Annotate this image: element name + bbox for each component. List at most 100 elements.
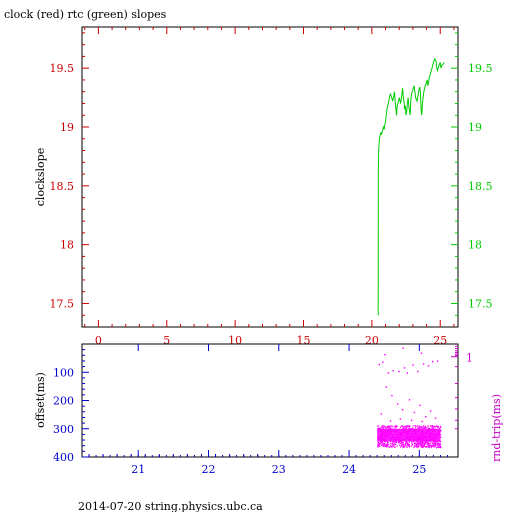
round-trip-point — [417, 427, 419, 429]
round-trip-outlier-point — [422, 363, 425, 365]
top-x-tick-label: 10 — [228, 334, 242, 347]
round-trip-point — [415, 443, 417, 445]
round-trip-point — [439, 442, 441, 444]
round-trip-point — [424, 443, 426, 445]
round-trip-point — [425, 426, 428, 429]
round-trip-point — [382, 445, 384, 447]
round-trip-point — [408, 446, 411, 448]
round-trip-point — [424, 425, 426, 427]
round-trip-point — [412, 425, 415, 427]
round-trip-point — [395, 441, 397, 443]
round-trip-point — [407, 425, 409, 428]
round-trip-point — [439, 430, 442, 432]
round-trip-point — [384, 445, 386, 447]
round-trip-point — [431, 426, 433, 428]
round-trip-point — [431, 445, 433, 447]
round-trip-band-core — [377, 428, 441, 442]
round-trip-point — [380, 426, 382, 428]
top-plot-frame — [81, 26, 459, 328]
round-trip-point — [385, 446, 387, 448]
round-trip-point — [405, 425, 407, 427]
round-trip-point — [440, 426, 442, 428]
round-trip-point — [419, 442, 421, 445]
round-trip-outlier-point — [382, 361, 384, 363]
round-trip-point — [434, 426, 436, 428]
round-trip-point — [388, 446, 390, 448]
round-trip-point — [387, 444, 389, 446]
round-trip-point — [427, 425, 429, 427]
round-trip-point — [427, 446, 429, 448]
round-trip-point — [384, 441, 386, 443]
round-trip-point — [428, 443, 430, 445]
round-trip-point — [381, 443, 383, 445]
round-trip-point — [392, 441, 394, 443]
round-trip-point — [431, 443, 434, 445]
round-trip-point — [380, 441, 382, 443]
round-trip-point — [406, 425, 408, 427]
round-trip-point — [427, 444, 429, 446]
round-trip-point — [408, 426, 410, 428]
round-trip-outlier-point — [385, 386, 387, 388]
round-trip-point — [420, 446, 423, 448]
round-trip-point — [417, 425, 419, 427]
round-trip-point — [422, 441, 424, 444]
bottom-panel: offset(ms) rnd-trip(ms) 21 22 23 24 25 100 200… — [34, 343, 503, 476]
round-trip-point — [402, 442, 404, 444]
round-trip-point — [423, 428, 425, 430]
round-trip-point — [406, 446, 408, 448]
round-trip-point — [408, 445, 410, 447]
round-trip-point — [424, 427, 426, 430]
top-y-tick-label-left: 19 — [60, 121, 74, 134]
round-trip-point — [419, 441, 421, 443]
round-trip-point — [423, 442, 425, 444]
round-trip-outlier-point — [436, 360, 439, 362]
round-trip-point — [401, 444, 403, 446]
round-trip-point — [417, 445, 419, 447]
round-trip-point — [407, 443, 409, 445]
round-trip-point — [402, 445, 404, 447]
round-trip-outlier-point — [429, 410, 432, 412]
round-trip-point — [440, 446, 442, 448]
round-trip-point — [401, 425, 403, 427]
bottom-y-tick-label: 100 — [53, 366, 74, 379]
round-trip-point — [436, 447, 438, 449]
round-trip-outlier-point — [401, 409, 404, 411]
round-trip-point — [392, 426, 394, 428]
round-trip-point — [380, 442, 382, 444]
round-trip-point — [432, 444, 434, 446]
top-x-tick-label: 20 — [365, 334, 379, 347]
round-trip-point — [425, 443, 427, 445]
round-trip-point — [420, 441, 422, 443]
round-trip-point — [408, 427, 410, 429]
round-trip-point — [415, 427, 417, 429]
round-trip-point — [414, 446, 416, 448]
round-trip-point — [439, 447, 441, 449]
round-trip-point — [394, 446, 396, 448]
round-trip-point — [417, 442, 419, 444]
top-y-tick-label-right: 17.5 — [468, 297, 493, 310]
top-y-tick-label-right: 19.5 — [468, 62, 493, 75]
round-trip-point — [422, 426, 425, 428]
round-trip-point — [439, 427, 441, 429]
round-trip-outlier-point — [396, 403, 399, 405]
round-trip-point — [408, 444, 410, 446]
round-trip-point — [404, 443, 406, 446]
top-y-tick-label-right: 18 — [468, 239, 482, 252]
round-trip-point — [440, 447, 442, 449]
round-trip-point — [383, 427, 385, 429]
round-trip-point — [403, 445, 405, 447]
round-trip-point — [434, 441, 436, 443]
round-trip-outlier-point — [410, 419, 413, 422]
round-trip-point — [421, 427, 423, 429]
round-trip-point — [416, 441, 418, 443]
round-trip-point — [428, 444, 430, 446]
round-trip-point — [421, 444, 423, 446]
round-trip-point — [422, 443, 424, 445]
round-trip-point — [432, 446, 434, 448]
round-trip-point — [392, 445, 394, 447]
round-trip-point — [439, 443, 441, 445]
round-trip-point — [413, 446, 415, 448]
round-trip-point — [439, 443, 441, 445]
round-trip-outlier-point — [384, 353, 386, 356]
